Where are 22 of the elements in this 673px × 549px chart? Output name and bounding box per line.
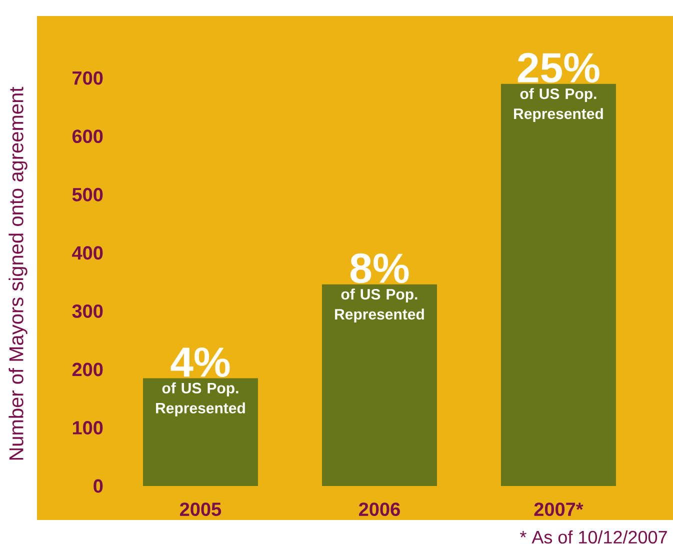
bar: [500, 84, 616, 486]
annotation: of US Pop. Represented: [156, 382, 245, 416]
y-tick-label: 700: [72, 71, 103, 85]
bar: [142, 378, 258, 486]
y-tick-label: 100: [72, 421, 103, 434]
x-tick-label: 2006: [359, 502, 400, 516]
annotation: 25%: [518, 52, 600, 83]
y-tick-label: 300: [72, 304, 103, 318]
y-tick-label: 600: [72, 130, 103, 144]
bar: [322, 284, 437, 486]
annotation: of US Pop. Represented: [514, 88, 603, 122]
x-tick-label: 2007*: [534, 502, 584, 516]
y-tick-label: 0: [94, 479, 103, 493]
y-tick-label: 500: [72, 188, 103, 202]
annotation: of US Pop. Represented: [335, 288, 424, 323]
y-axis-title: Number of Mayors signed onto agreement: [8, 86, 28, 460]
annotation: 8%: [350, 253, 409, 284]
text: * As of 10/12/2007: [520, 530, 667, 544]
y-tick-label: 200: [72, 362, 103, 376]
annotation: 4%: [170, 347, 230, 378]
y-tick-label: 400: [72, 246, 103, 260]
x-tick-label: 2005: [180, 502, 222, 516]
